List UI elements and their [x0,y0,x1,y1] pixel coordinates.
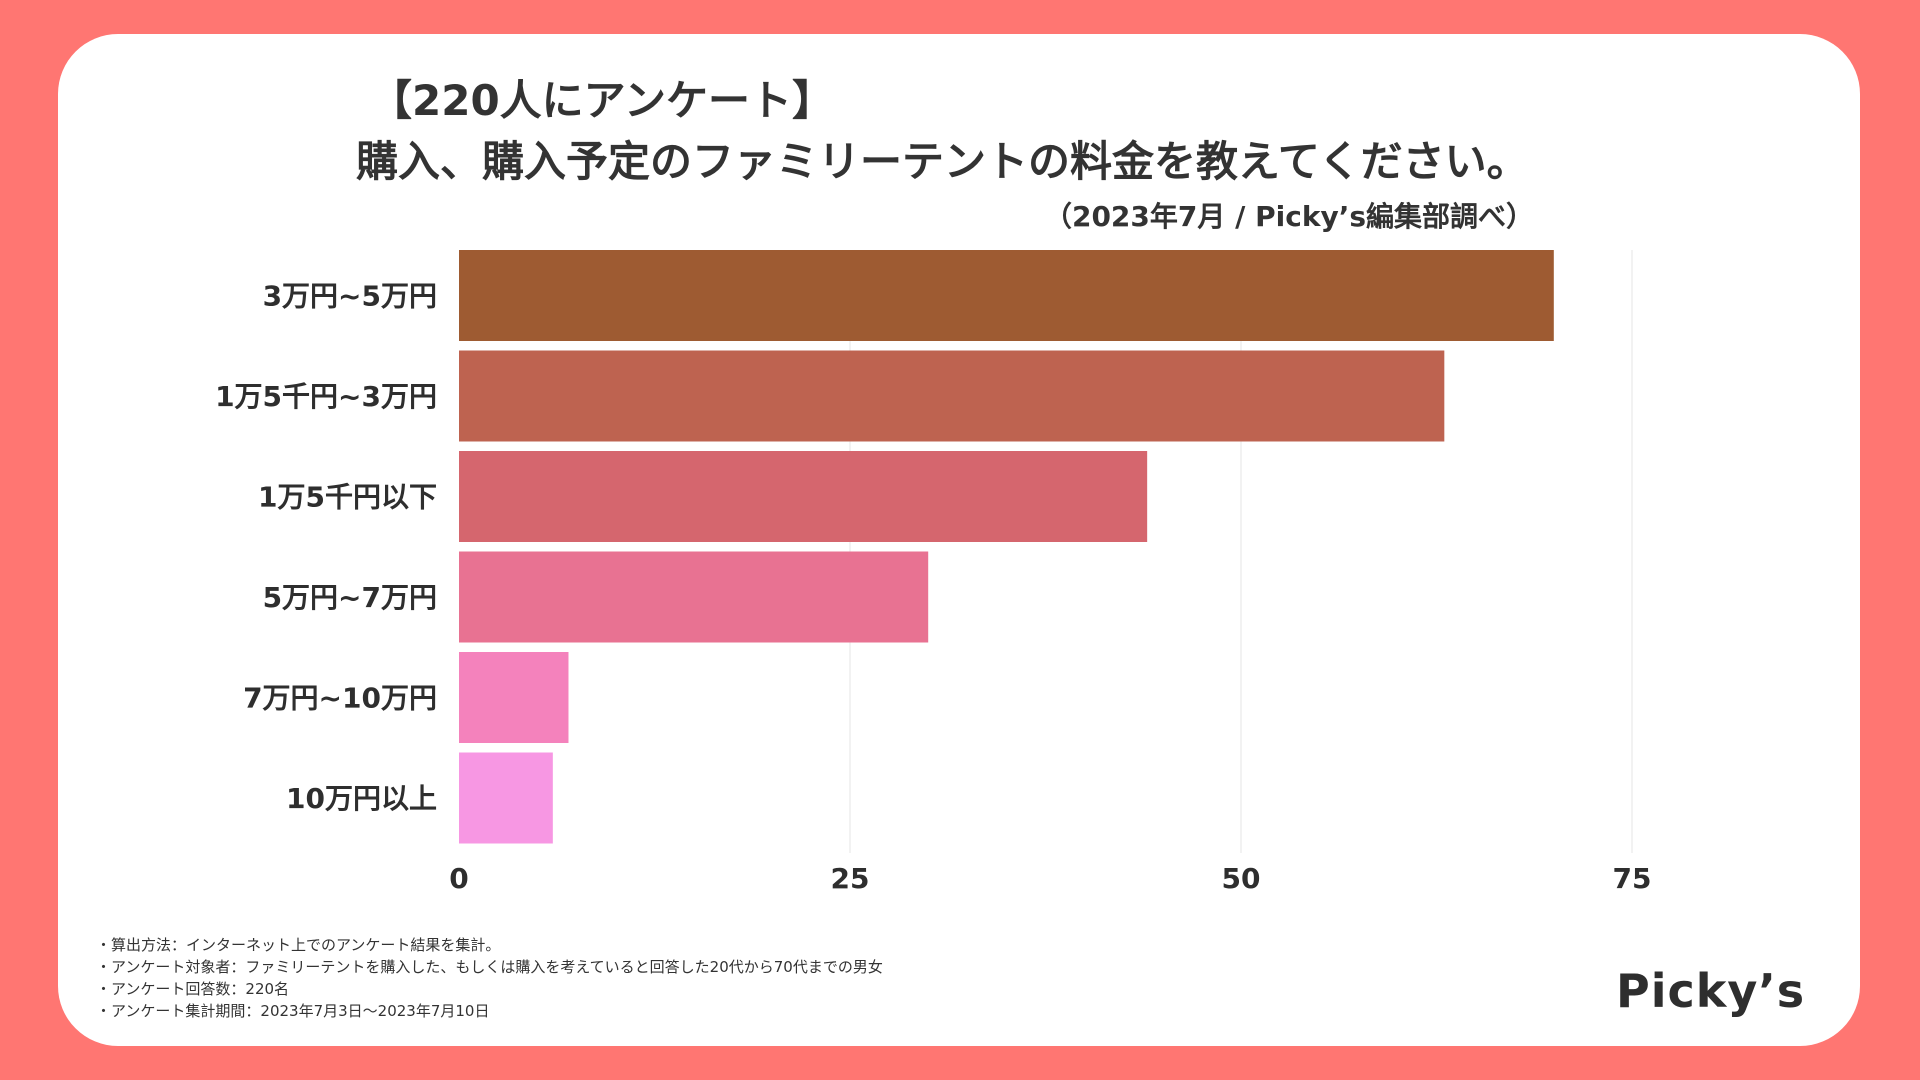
category-label-0: 3万円~5万円 [263,280,437,313]
bar-5 [459,752,553,844]
x-tick-label-0: 0 [449,862,468,895]
bar-1 [459,350,1445,442]
category-label-3: 5万円~7万円 [263,581,437,614]
source-note: （2023年7月 / Picky’s編集部調べ） [1043,200,1534,233]
category-label-2: 1万5千円以下 [258,481,437,514]
bar-4 [459,652,569,743]
x-tick-label-50: 50 [1222,862,1261,895]
bar-2 [459,451,1148,542]
chart-title-line1: 【220人にアンケート】 [370,76,834,125]
note-count: ・アンケート回答数：220名 [96,980,290,998]
category-label-4: 7万円~10万円 [243,682,437,715]
pickys-logo: Picky’s [1616,964,1806,1018]
x-tick-label-25: 25 [831,862,870,895]
note-period: ・アンケート集計期間：2023年7月3日〜2023年7月10日 [96,1002,490,1020]
bar-3 [459,551,929,643]
category-label-1: 1万5千円~3万円 [215,380,437,413]
note-method: ・算出方法：インターネット上でのアンケート結果を集計。 [96,936,501,954]
bar-0 [459,250,1554,341]
chart-title-line2: 購入、購入予定のファミリーテントの料金を教えてください。 [356,137,1529,186]
survey-notes: ・算出方法：インターネット上でのアンケート結果を集計。 ・アンケート対象者：ファ… [96,934,883,1022]
x-tick-label-75: 75 [1613,862,1652,895]
category-label-5: 10万円以上 [286,782,437,815]
note-target: ・アンケート対象者：ファミリーテントを購入した、もしくは購入を考えていると回答し… [96,958,883,976]
